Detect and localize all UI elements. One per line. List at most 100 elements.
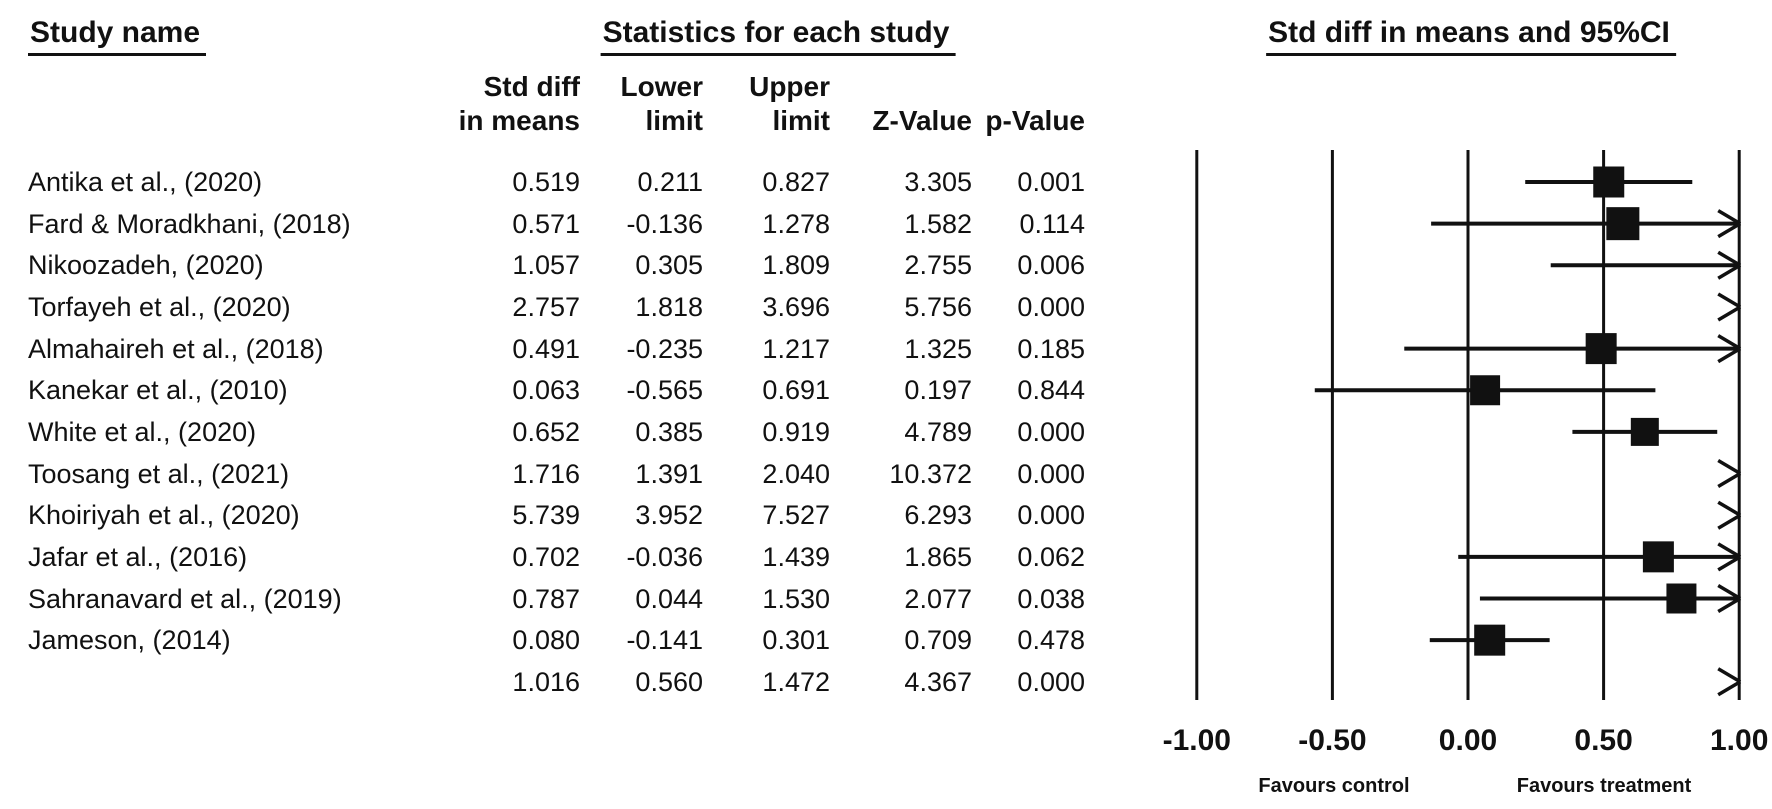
z-value-cell: 3.305 [904,167,972,197]
p-value-cell: 0.038 [1017,583,1085,614]
upper-limit-cell: 1.472 [762,666,830,697]
std-diff-cell: 0.571 [512,208,580,239]
lower-limit-cell: 1.391 [635,458,703,489]
col-header-upper-line2: limit [772,105,830,136]
upper-limit-cell: 1.439 [762,541,830,572]
std-diff-cell: 2.757 [512,291,580,322]
table-row: Sahranavard et al., (2019) 0.787 0.044 1… [0,582,1110,616]
z-value-cell: 0.197 [904,375,972,406]
ci-clip-arrow [1717,305,1742,322]
study-name-cell: Khoiriyah et al., (2020) [28,500,300,531]
upper-limit-cell: 7.527 [762,500,830,531]
ci-plot-group-header: Std diff in means and 95%CI [1266,16,1676,56]
p-value-cell: 0.000 [1017,666,1085,697]
lower-limit-cell: 0.560 [635,666,703,697]
z-value-cell: 1.582 [904,208,972,239]
std-diff-cell: 1.016 [512,666,580,697]
col-header-lower-line2: limit [645,105,703,136]
study-name-cell: Torfayeh et al., (2020) [28,291,291,322]
effect-size-square [1606,207,1640,241]
lower-limit-cell: 0.044 [635,583,703,614]
std-diff-cell: 5.739 [512,500,580,531]
lower-limit-cell: -0.141 [626,625,703,656]
z-value-cell: 4.367 [904,666,972,697]
table-row: Toosang et al., (2021) 1.716 1.391 2.040… [0,457,1110,491]
study-name-cell: Sahranavard et al., (2019) [28,583,342,614]
study-name-cell: Nikoozadeh, (2020) [28,250,264,281]
upper-limit-cell: 1.278 [762,208,830,239]
x-tick-label: 0.50 [1574,724,1632,757]
upper-limit-cell: 0.827 [762,167,830,197]
study-name-cell: Fard & Moradkhani, (2018) [28,208,351,239]
x-tick-label: -1.00 [1163,724,1231,757]
lower-limit-cell: -0.235 [626,333,703,364]
upper-limit-cell: 2.040 [762,458,830,489]
table-row: Kanekar et al., (2010) 0.063 -0.565 0.69… [0,373,1110,407]
table-row: Khoiriyah et al., (2020) 5.739 3.952 7.5… [0,498,1110,532]
col-header-z-value: Z-Value [872,105,972,136]
col-header-p-value: p-Value [985,105,1085,136]
std-diff-cell: 0.491 [512,333,580,364]
upper-limit-cell: 3.696 [762,291,830,322]
table-row: Jafar et al., (2016) 0.702 -0.036 1.439 … [0,540,1110,574]
lower-limit-cell: 0.385 [635,416,703,447]
upper-limit-cell: 0.919 [762,416,830,447]
col-header-std-diff-line2: in means [458,105,580,136]
effect-size-square [1593,166,1625,198]
upper-limit-cell: 1.217 [762,333,830,364]
table-row: Nikoozadeh, (2020) 1.057 0.305 1.809 2.7… [0,248,1110,282]
ci-clip-arrow [1717,680,1742,697]
study-name-cell: Kanekar et al., (2010) [28,375,288,406]
lower-limit-cell: -0.565 [626,375,703,406]
lower-limit-cell: 1.818 [635,291,703,322]
effect-size-square [1666,583,1697,614]
lower-limit-cell: 0.305 [635,250,703,281]
table-row: Fard & Moradkhani, (2018) 0.571 -0.136 1… [0,207,1110,241]
x-tick-label: 1.00 [1710,724,1768,757]
std-diff-cell: 0.080 [512,625,580,656]
p-value-cell: 0.114 [1019,208,1085,239]
effect-size-square [1470,375,1501,406]
z-value-cell: 5.756 [904,291,972,322]
study-name-cell: Jafar et al., (2016) [28,541,248,572]
p-value-cell: 0.006 [1017,250,1085,281]
std-diff-cell: 0.702 [512,541,580,572]
effect-size-square [1642,541,1674,573]
std-diff-cell: 0.652 [512,416,580,447]
std-diff-cell: 0.787 [512,583,580,614]
ci-clip-arrow [1717,347,1742,364]
ci-clip-arrow [1717,209,1742,226]
ci-clip-arrow [1717,555,1742,572]
study-name-column-header: Study name [28,16,207,56]
x-tick-label: -0.50 [1298,724,1366,757]
ci-clip-arrow [1717,222,1742,239]
ci-clip-arrow [1717,334,1742,351]
lower-limit-cell: 0.211 [637,167,703,197]
upper-limit-cell: 0.691 [762,375,830,406]
study-name-cell: Toosang et al., (2021) [28,458,290,489]
p-value-cell: 0.000 [1017,500,1085,531]
p-value-cell: 0.062 [1017,541,1085,572]
x-tick-label: 0.00 [1439,724,1497,757]
z-value-cell: 1.865 [904,541,972,572]
std-diff-cell: 1.716 [512,458,580,489]
ci-clip-arrow [1717,513,1742,530]
effect-size-square [1630,417,1659,446]
p-value-cell: 0.185 [1017,333,1085,364]
lower-limit-cell: -0.136 [626,208,703,239]
statistics-group-header: Statistics for each study [600,16,956,56]
table-row: Torfayeh et al., (2020) 2.757 1.818 3.69… [0,290,1110,324]
p-value-cell: 0.844 [1017,375,1085,406]
study-name-cell: Jameson, (2014) [28,625,231,656]
z-value-cell: 0.709 [904,625,972,656]
p-value-cell: 0.000 [1017,291,1085,322]
p-value-cell: 0.001 [1017,167,1085,197]
z-value-cell: 10.372 [889,458,972,489]
ci-clip-arrow [1717,292,1742,309]
col-header-std-diff-line1: Std diff [483,71,580,102]
favours-control-label: Favours control [1258,775,1409,797]
ci-clip-arrow [1717,263,1742,280]
upper-limit-cell: 0.301 [762,625,830,656]
table-row: Almahaireh et al., (2018) 0.491 -0.235 1… [0,332,1110,366]
